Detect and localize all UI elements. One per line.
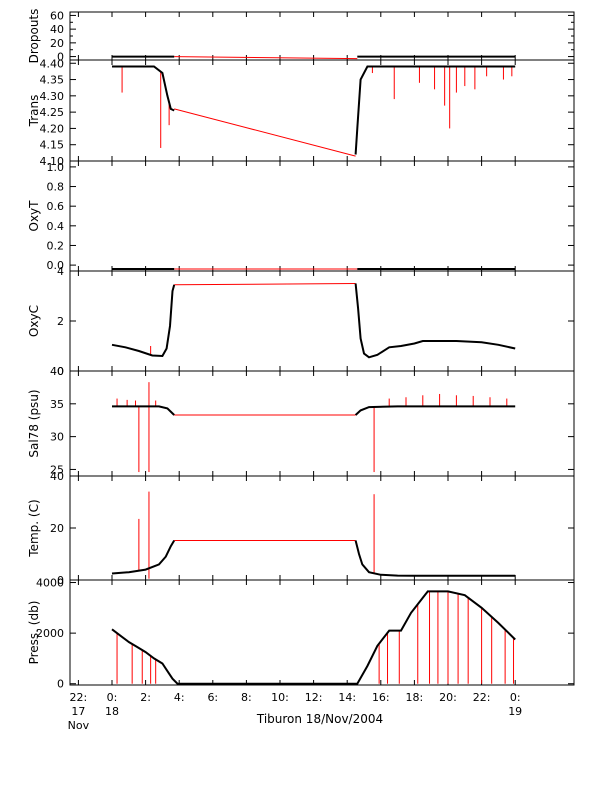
panel-trans: 4.10 4.15 4.20 4.25 4.30 4.35 4.40 Trans — [27, 57, 575, 168]
clean-series-line — [111, 539, 176, 575]
y-tick-label: 2 — [57, 315, 64, 328]
y-tick-label: 0 — [57, 574, 64, 587]
x-tick-label: 12: — [305, 691, 323, 704]
panel-temp: 0 20 40 Temp. (C) — [27, 470, 575, 587]
y-axis-title: OxyT — [27, 200, 41, 232]
raw-gap-line — [174, 56, 358, 60]
y-tick-label: 4.40 — [40, 57, 65, 70]
clean-series-line — [354, 65, 516, 155]
y-tick-label: 40 — [50, 365, 64, 378]
y-axis-title: Temp. (C) — [27, 499, 41, 557]
y-tick-label: 4000 — [36, 577, 64, 590]
y-axis-title: Trans — [27, 95, 41, 128]
x-tick-label: 0: — [107, 691, 118, 704]
x-tick-label: 17 — [71, 705, 85, 718]
y-tick-label: 4.15 — [40, 139, 65, 152]
x-tick-label: 8: — [241, 691, 252, 704]
panel-oxyc: 0 2 4 OxyC — [27, 265, 575, 378]
raw-gap-line — [174, 283, 356, 286]
x-tick-label: 2: — [140, 691, 151, 704]
y-axis-title: Press. (db) — [27, 601, 41, 665]
x-tick-label: 0: — [510, 691, 521, 704]
x-tick-label: 20: — [439, 691, 457, 704]
x-tick-label: 22: — [473, 691, 491, 704]
y-tick-label: 60 — [50, 9, 64, 22]
y-tick-label: 4.35 — [40, 74, 65, 87]
panel-frame — [69, 579, 575, 686]
panel-frame — [69, 59, 575, 162]
clean-series-line — [111, 590, 516, 685]
y-tick-label: 20 — [50, 522, 64, 535]
y-tick-label: 25 — [50, 463, 64, 476]
clean-series-line — [354, 540, 516, 577]
x-tick-label: 16: — [372, 691, 390, 704]
x-tick-label: 6: — [207, 691, 218, 704]
x-tick-label: 22: — [70, 691, 88, 704]
y-tick-label: 40 — [50, 470, 64, 483]
y-tick-label: 2000 — [36, 627, 64, 640]
y-tick-label: 4.10 — [40, 155, 65, 168]
y-tick-label: 4 — [57, 265, 64, 278]
panel-frame — [69, 11, 575, 61]
panel-frame — [69, 270, 575, 372]
x-tick-label: 19 — [508, 705, 522, 718]
y-tick-label: 4.25 — [40, 106, 65, 119]
y-tick-label: 30 — [50, 431, 64, 444]
y-tick-label: 0 — [57, 51, 64, 64]
chart-caption: Tiburon 18/Nov/2004 — [256, 712, 383, 726]
y-tick-label: 0.0 — [47, 259, 65, 272]
panel-press: 0 2000 4000 Press. (db) — [27, 577, 575, 691]
y-tick-label: 35 — [50, 398, 64, 411]
x-tick-label: 18 — [105, 705, 119, 718]
y-tick-label: 0.8 — [47, 181, 65, 194]
y-tick-label: 20 — [50, 37, 64, 50]
y-axis-title: Dropouts — [27, 9, 41, 64]
y-tick-label: 1.0 — [47, 161, 65, 174]
y-tick-label: 0.6 — [47, 200, 65, 213]
panel-frame — [69, 370, 575, 477]
y-axis-title: OxyC — [27, 305, 41, 337]
panel-frame — [69, 160, 575, 272]
raw-gap-line — [174, 108, 356, 157]
x-tick-label: 18: — [406, 691, 424, 704]
clean-series-line — [112, 65, 175, 112]
y-tick-label: 0.2 — [47, 239, 65, 252]
clean-series-line — [354, 405, 516, 416]
y-tick-label: 4.20 — [40, 122, 65, 135]
y-tick-label: 4.30 — [40, 90, 65, 103]
y-axis-title: Sal78 (psu) — [27, 389, 41, 457]
x-tick-label: 4: — [174, 691, 185, 704]
clean-series-line — [111, 284, 176, 358]
y-tick-label: 0.4 — [47, 220, 65, 233]
panel-sal: 25 30 35 40 Sal78 (psu) — [27, 365, 575, 477]
panels-layer: 0204060Dropouts4.104.154.204.254.304.354… — [27, 9, 575, 691]
panel-frame — [69, 475, 575, 581]
x-tick-label: Nov — [68, 719, 90, 732]
panel-oxyt: 0.0 0.2 0.4 0.6 0.8 1.0 OxyT — [27, 160, 575, 272]
clean-series-line — [112, 405, 175, 416]
y-tick-label: 0 — [57, 678, 64, 691]
clean-series-line — [354, 283, 516, 359]
x-tick-label: 14: — [338, 691, 356, 704]
y-tick-label: 40 — [50, 23, 64, 36]
x-tick-label: 10: — [271, 691, 289, 704]
y-tick-label: 0 — [57, 365, 64, 378]
